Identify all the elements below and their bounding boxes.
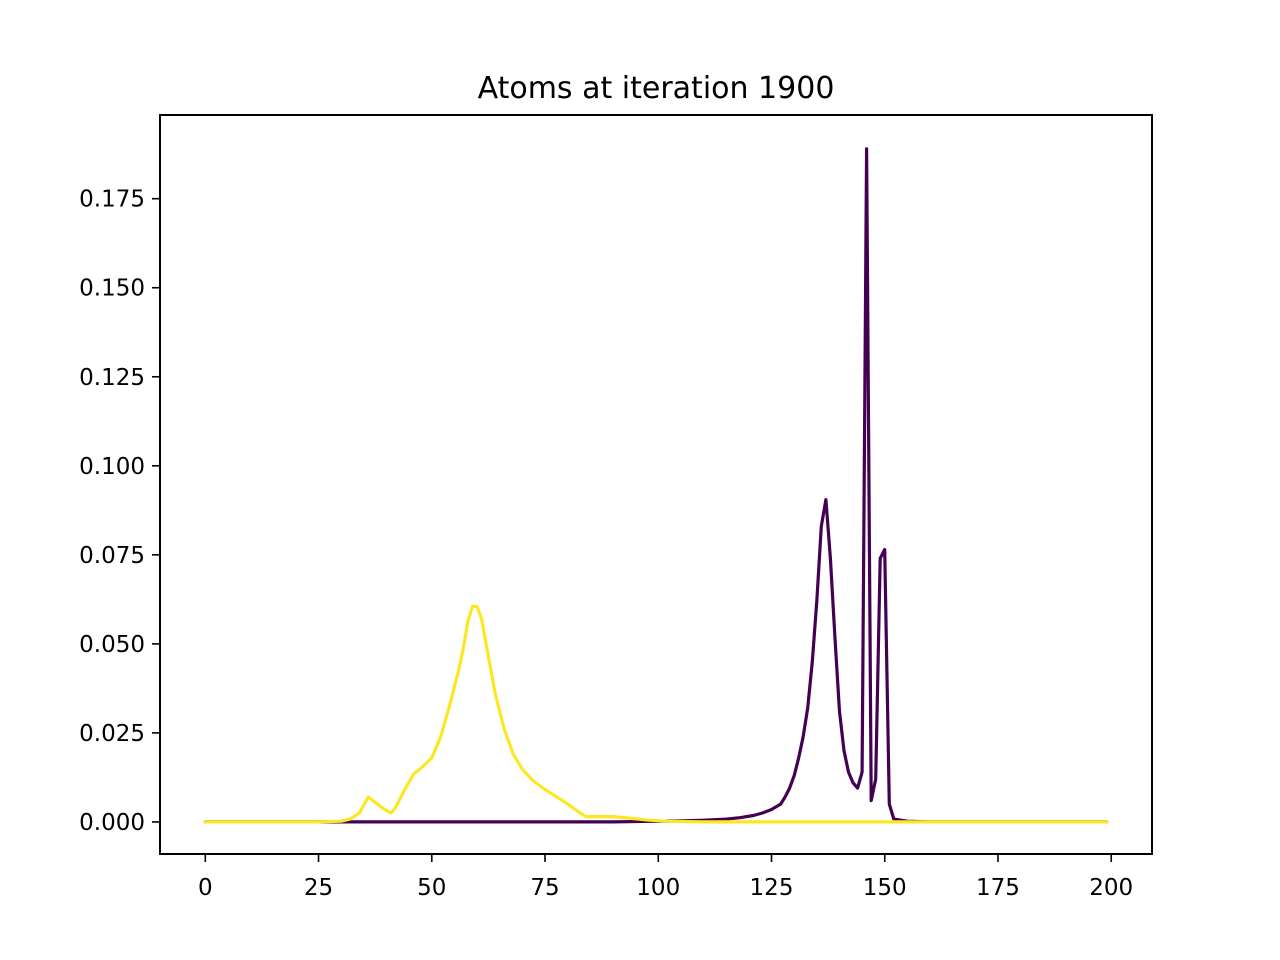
x-tick-label: 50	[417, 875, 446, 901]
x-tick-label: 200	[1089, 875, 1133, 901]
x-tick-label: 125	[750, 875, 794, 901]
x-tick-label: 100	[636, 875, 680, 901]
x-tick-label: 25	[304, 875, 333, 901]
y-tick-label: 0.075	[79, 543, 145, 569]
y-tick-label: 0.150	[79, 276, 145, 302]
y-tick-label: 0.050	[79, 632, 145, 658]
axes-frame	[159, 114, 1153, 855]
x-tick-label: 150	[863, 875, 907, 901]
x-axis: 0 25 50 75 100 125 150 175 200	[198, 854, 1133, 901]
x-tick-label: 0	[198, 875, 213, 901]
plot-lines	[203, 147, 1109, 824]
y-tick-label: 0.000	[79, 810, 145, 836]
x-tick-label: 75	[530, 875, 559, 901]
y-axis: 0.000 0.025 0.050 0.075 0.100 0.125 0.150 0.175	[79, 187, 160, 836]
y-tick-label: 0.175	[79, 187, 145, 213]
chart-title: Atoms at iteration 1900	[478, 71, 835, 106]
y-tick-label: 0.025	[79, 721, 145, 747]
series-line-1	[203, 147, 1109, 824]
x-tick-label: 175	[976, 875, 1020, 901]
y-tick-label: 0.125	[79, 365, 145, 391]
series-line-2	[203, 604, 1109, 824]
y-tick-label: 0.100	[79, 454, 145, 480]
